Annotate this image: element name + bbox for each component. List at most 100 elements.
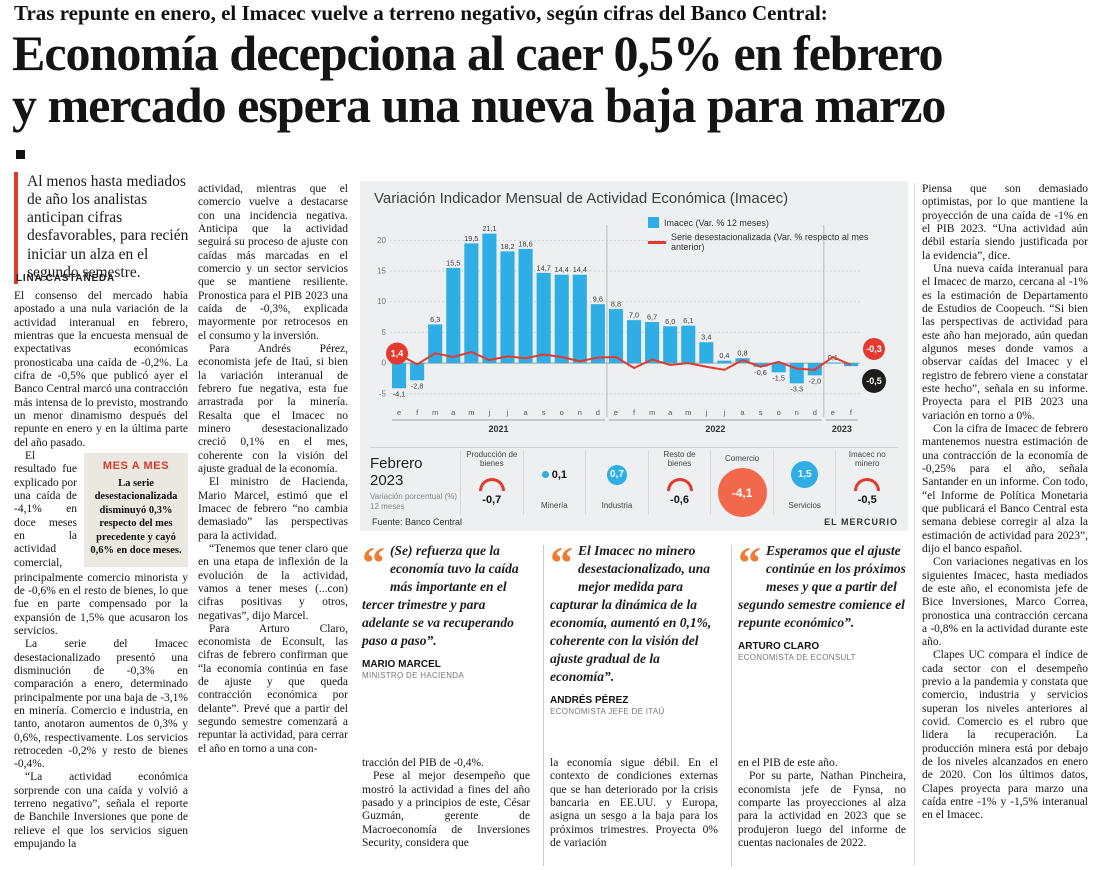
sector-value-visual: -0,5 [854,469,881,515]
svg-text:6,3: 6,3 [430,315,440,324]
svg-text:s: s [542,408,546,417]
sector-name: Servicios [788,501,821,511]
body-paragraph: en el PIB de este año. [738,757,838,769]
svg-text:j: j [723,408,726,417]
svg-text:-4,1: -4,1 [393,389,406,398]
svg-text:9,6: 9,6 [593,295,603,304]
line-swatch-icon [648,240,666,244]
svg-text:d: d [813,408,817,417]
sector-name: Resto de bienes [663,450,696,468]
article-column-right: Piensa que son demasiado optimistas, por… [922,183,1088,866]
bar [590,304,605,364]
svg-text:14,7: 14,7 [537,263,551,272]
february-panel-title: Febrero 2023 [370,454,423,489]
column-divider [543,545,544,866]
sector-value-bubble: -4,1 [717,468,767,517]
svg-text:m: m [649,408,655,417]
bar [681,325,696,364]
sector-name: Industria [601,501,633,511]
sector-name: Producción de bienes [466,450,518,468]
svg-text:e: e [397,408,401,417]
article-column-1: El consenso del mercado había apostado a… [14,290,188,866]
svg-text:2023: 2023 [832,424,852,434]
bar [663,326,678,364]
quote-text: (Se) refuerza que la economía tuvo la ca… [362,543,519,648]
svg-text:n: n [578,408,582,417]
article-column-5: en el PIB de este año. Por su parte, Nat… [738,757,906,868]
svg-text:14,4: 14,4 [573,265,587,274]
article-column-3: tracción del PIB de -0,4%. Pese al mejor… [362,757,530,868]
svg-text:1,4: 1,4 [391,349,404,359]
svg-text:0: 0 [382,359,387,368]
el-mercurio-credit: EL MERCURIO [824,517,898,527]
bar [410,363,425,381]
column-divider [731,545,732,866]
sector-producci-n-de-bienes: Producción de bienes -0,7 [460,450,523,515]
headline-line-2: y mercado espera una nueva baja para mar… [12,76,946,133]
svg-text:f: f [416,408,419,417]
sector-comercio: Comercio -4,1 [710,451,773,517]
sector-value: -0,5 [857,493,877,506]
svg-text:5: 5 [382,328,387,337]
quote-author: MARIO MARCEL [362,659,441,670]
bar [627,320,642,364]
sector-industria: 0,7 Industria [585,451,648,515]
quote-text: Esperamos que el ajuste continúe en los … [738,543,906,630]
svg-text:a: a [451,408,456,417]
sector-name: Imacec no minero [848,450,886,468]
quote-mark-icon: “ [738,537,761,588]
svg-text:-3,3: -3,3 [790,384,803,393]
body-paragraph: Para Andrés Pérez, economista jefe de It… [198,342,348,475]
svg-text:8,8: 8,8 [611,300,621,309]
body-paragraph: la economía sigue débil. En el contexto … [550,757,718,849]
svg-text:6,1: 6,1 [683,316,693,325]
svg-text:-0,6: -0,6 [754,368,767,377]
kicker: Tras repunte en enero, el Imacec vuelve … [14,1,828,25]
mes-a-mes-label: MES A MES [102,459,170,472]
svg-text:2022: 2022 [705,424,725,434]
bar [572,274,587,364]
svg-text:7,0: 7,0 [629,311,639,320]
svg-text:o: o [777,408,781,417]
svg-text:j: j [506,408,509,417]
lead-paragraph: Al menos hasta mediados de año los anali… [14,172,192,284]
svg-text:21,1: 21,1 [482,224,496,233]
svg-text:m: m [468,408,474,417]
svg-text:s: s [759,408,763,417]
svg-text:-2,8: -2,8 [411,381,424,390]
legend-item-desestacionalizada: Serie desestacionalizada (Var. % respect… [648,232,900,252]
sector-value-bubble: 0,7 [606,464,627,485]
sector-value: -0,7 [482,493,502,506]
svg-text:e: e [831,408,835,417]
body-paragraph: El ministro de Hacienda, Mario Marcel, e… [198,476,348,542]
svg-text:15: 15 [377,267,386,276]
column-divider [914,183,915,866]
svg-text:a: a [523,408,528,417]
imacec-chart: Variación Indicador Mensual de Actividad… [360,181,908,531]
mes-a-mes-box: MES A MES La serie desestacionalizada di… [84,452,188,567]
svg-text:0,8: 0,8 [737,349,747,358]
bar [482,233,497,364]
sector-imacec-no-minero: Imacec no minero -0,5 [835,450,898,515]
chart-legend: Imacec (Var. % 12 meses) Serie desestaci… [648,217,900,256]
body-paragraph: Pese al mejor desempeño que mostró la ac… [362,770,530,849]
x-axis: e f m a m j j a s o n d e f m a m j j a s o n d e f 2021 2022 2023 [392,408,858,434]
negative-arc-icon [854,477,881,491]
body-paragraph: tracción del PIB de -0,4%. [362,757,484,769]
body-paragraph: Una nueva caída interanual para el Imace… [922,262,1088,422]
svg-text:f: f [633,408,636,417]
quote-author: ANDRÉS PÉREZ [550,695,629,706]
svg-text:6,7: 6,7 [647,312,657,321]
svg-text:m: m [685,408,691,417]
chart-title: Variación Indicador Mensual de Actividad… [374,190,789,207]
svg-text:19,5: 19,5 [464,234,478,243]
body-paragraph: Con la cifra de Imacec de febrero manten… [922,422,1088,555]
quote-author: ARTURO CLARO [738,641,820,652]
body-paragraph: “La actividad económica sorprende con un… [14,771,188,851]
svg-text:10: 10 [377,297,386,306]
body-paragraph-text: El resultado fue explicado por una caída… [14,449,188,637]
chart-source: Fuente: Banco Central [372,517,463,527]
sector-name: Minería [541,501,568,511]
quote-mark-icon: “ [362,537,385,588]
headline-line-1: Economía decepciona al caer 0,5% en febr… [12,25,943,81]
